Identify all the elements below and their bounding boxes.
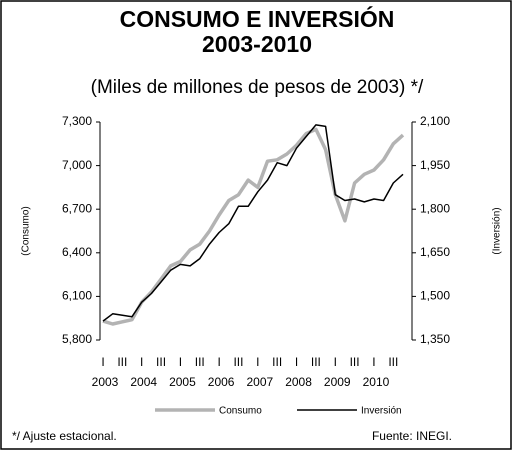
x-tick-label: III xyxy=(233,355,243,369)
x-year-label: 2005 xyxy=(169,375,196,389)
y2-tick-label: 1,800 xyxy=(420,201,450,215)
x-year-label: 2004 xyxy=(130,375,157,389)
series-line xyxy=(102,124,404,322)
x-tick-label: I xyxy=(179,355,182,369)
x-tick-label: III xyxy=(272,355,282,369)
y2-tick-label: 1,350 xyxy=(420,332,450,346)
x-year-label: 2009 xyxy=(324,375,351,389)
footnote: */ Ajuste estacional. xyxy=(12,429,117,443)
x-year-label: 2007 xyxy=(246,375,273,389)
x-tick-label: III xyxy=(156,355,166,369)
y-tick-label: 6,400 xyxy=(62,245,92,259)
source: Fuente: INEGI. xyxy=(372,429,452,443)
x-tick-label: III xyxy=(350,355,360,369)
chart-subtitle: 2003-2010 xyxy=(202,31,312,57)
units-note: (Miles de millones de pesos de 2003) */ xyxy=(91,77,424,98)
x-tick-label: I xyxy=(295,355,298,369)
y-tick-label: 7,300 xyxy=(62,114,92,128)
x-year-label: 2003 xyxy=(92,375,119,389)
x-tick-label: I xyxy=(334,355,337,369)
x-year-label: 2010 xyxy=(363,375,390,389)
y-tick-label: 7,000 xyxy=(62,158,92,172)
x-tick-label: I xyxy=(140,355,143,369)
x-tick-label: III xyxy=(117,355,127,369)
x-year-label: 2008 xyxy=(285,375,312,389)
y2-axis-title: (Inversión) xyxy=(492,207,503,254)
y2-tick-label: 2,100 xyxy=(420,114,450,128)
x-year-label: 2006 xyxy=(208,375,235,389)
legend-label: Inversión xyxy=(361,406,402,417)
y-axis-title: (Consumo) xyxy=(21,206,32,255)
series-line xyxy=(102,127,405,326)
legend-label: Consumo xyxy=(219,406,262,417)
y2-tick-label: 1,500 xyxy=(420,289,450,303)
x-tick-label: I xyxy=(256,355,259,369)
y-tick-label: 6,100 xyxy=(62,289,92,303)
y2-tick-label: 1,650 xyxy=(420,245,450,259)
chart-title: CONSUMO E INVERSIÓN xyxy=(120,5,395,32)
x-tick-label: I xyxy=(217,355,220,369)
x-tick-label: I xyxy=(372,355,375,369)
x-tick-label: I xyxy=(101,355,104,369)
x-tick-label: III xyxy=(195,355,205,369)
y2-tick-label: 1,950 xyxy=(420,158,450,172)
x-tick-label: III xyxy=(311,355,321,369)
y-tick-label: 5,800 xyxy=(62,332,92,346)
y-tick-label: 6,700 xyxy=(62,201,92,215)
x-tick-label: III xyxy=(388,355,398,369)
